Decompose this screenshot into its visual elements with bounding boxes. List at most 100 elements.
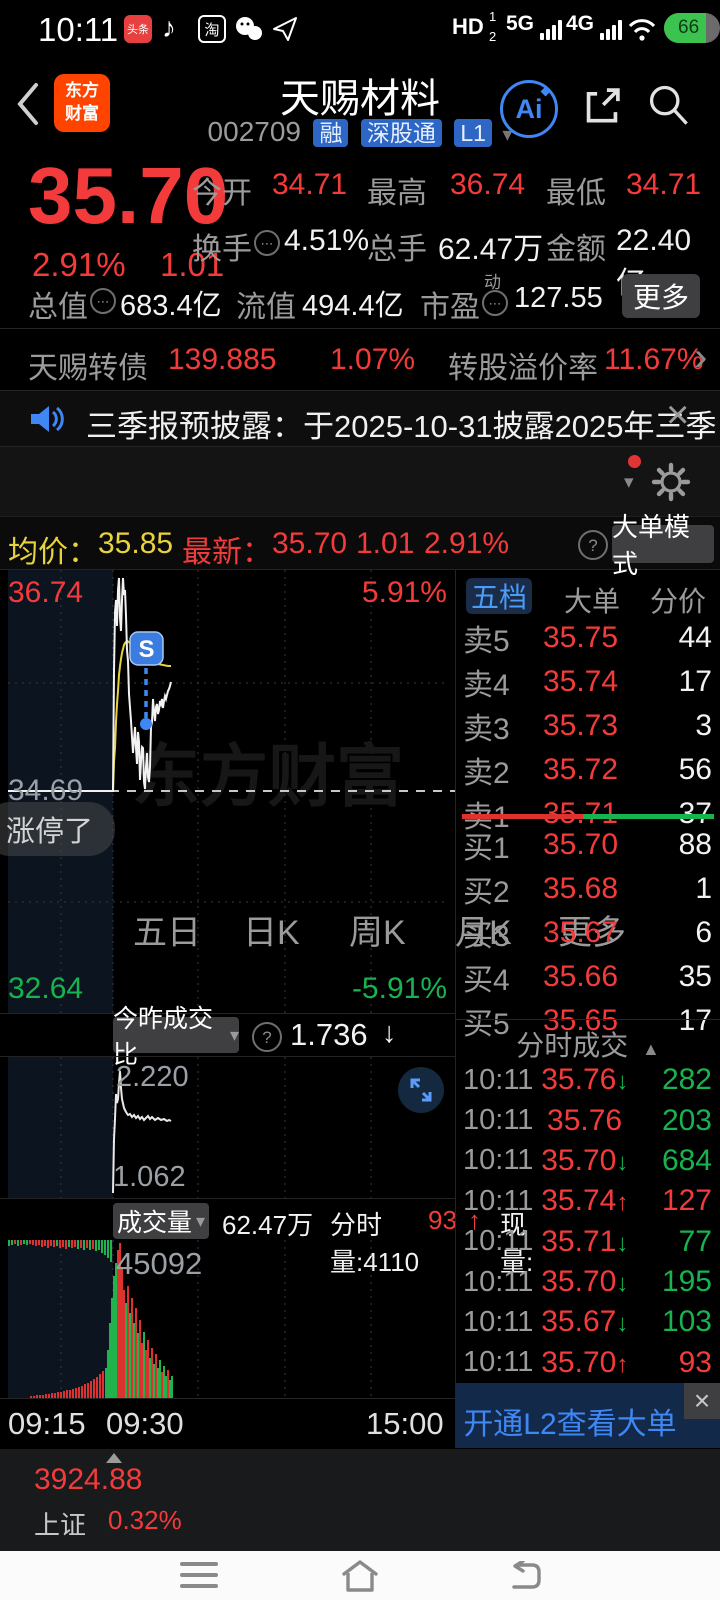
tab-big-orders[interactable]: 大单 (564, 586, 621, 617)
buy-row[interactable]: 买4 35.66 35 (463, 960, 712, 997)
battery-percent: 66 (678, 17, 700, 38)
amount-label: 金额 (546, 233, 606, 266)
search-icon[interactable] (646, 82, 690, 128)
tick-row: 10:11 35.71↓ 77 (463, 1224, 712, 1258)
buy-row[interactable]: 买5 35.65 17 (463, 1004, 712, 1041)
pe-value: 127.55 (514, 282, 603, 314)
mktcap-info-icon[interactable]: ⋯ (90, 288, 116, 314)
volume-bars (30, 1243, 173, 1398)
more-button[interactable]: 更多 (622, 274, 700, 318)
time-axis: 09:15 09:30 15:00 (0, 1398, 455, 1448)
margin-badge: 融 (313, 119, 349, 147)
stock-title: 天赐材料 (280, 77, 440, 121)
orderbook-tabs: 五档 大单 分价 (456, 578, 720, 617)
high-value: 36.74 (450, 168, 526, 201)
volume-label: 总手 (367, 233, 427, 266)
subtitle-caret-icon[interactable]: ▾ (502, 124, 513, 146)
tab-more[interactable]: 更多 (558, 914, 626, 952)
auction-volume-bars (8, 1240, 112, 1262)
intraday-chart[interactable]: 东方财富 S 36.74 5.91% 34.69 32.64 -5.91% 涨停… (0, 570, 455, 1013)
latest-percent: 2.91% (424, 527, 510, 560)
ratio-dropdown-button[interactable]: 今昨成交比 ▾ (113, 1005, 239, 1069)
pe-info-icon[interactable]: ⋯ (482, 290, 508, 316)
turnover-info-icon[interactable]: ⋯ (254, 230, 280, 256)
volume-total: 62.47万 (222, 1210, 314, 1240)
tab-daily-k[interactable]: 日K (243, 914, 300, 952)
index-up-triangle-icon (106, 1453, 122, 1463)
expand-chart-button[interactable] (398, 1067, 444, 1113)
low-value: 34.71 (626, 168, 702, 201)
send-app-icon (273, 17, 297, 41)
ai-assistant-icon[interactable]: Ai (500, 80, 558, 138)
recents-icon[interactable] (180, 1562, 218, 1588)
sell-row[interactable]: 卖5 35.75 44 (463, 621, 712, 658)
volume-header: 成交量 ▾ 62.47万 分时量:4110 ↑ 现量: 93 (0, 1198, 533, 1277)
floatcap-value: 494.4亿 (302, 290, 404, 322)
home-icon[interactable] (340, 1559, 380, 1593)
share-icon[interactable] (580, 84, 624, 128)
volume-chart-canvas (8, 1240, 372, 1398)
tab-5day[interactable]: 五日 (133, 914, 201, 952)
intraday-chart-canvas: 东方财富 S (8, 570, 455, 1013)
volume-dropdown-button[interactable]: 成交量 ▾ (113, 1203, 209, 1239)
high-label: 最高 (367, 177, 427, 210)
avg-price-bar: 均价： 35.85 最新： 35.70 1.01 2.91% ? 大单模式 (0, 512, 720, 579)
header: 东方 财富 天赐材料 002709 融 深股通 L1 ▾ Ai (0, 58, 720, 154)
minute-volume-arrow-icon: ↑ (468, 1205, 481, 1235)
tick-list[interactable]: 10:11 35.76↓ 282 10:11 35.76 203 10:11 35.70↓… (456, 1060, 720, 1383)
tab-five-level[interactable]: 五档 (466, 578, 532, 614)
open-label: 今开 (192, 177, 252, 210)
ratio-help-icon[interactable]: ? (252, 1022, 282, 1052)
latest-change: 1.01 (356, 527, 415, 560)
pe-dynamic-sup: 动 (484, 273, 501, 292)
buy-row[interactable]: 买1 35.70 88 (463, 828, 712, 865)
time-tick-0930: 09:30 (106, 1406, 184, 1441)
minute-volume: 分时量:4110 (330, 1210, 420, 1277)
ratio-line (112, 1070, 172, 1194)
settings-gear-icon[interactable] (650, 461, 692, 503)
sell-marker-badge (129, 631, 164, 666)
news-close-icon[interactable]: × (666, 393, 690, 437)
tab-weekly-k[interactable]: 周K (349, 914, 406, 952)
big-order-mode-button[interactable]: 大单模式 (612, 512, 714, 579)
l1-badge: L1 (454, 119, 492, 147)
tick-row: 10:11 35.70↑ 93 (463, 1345, 712, 1379)
help-icon[interactable]: ? (578, 530, 608, 560)
now-volume-value: 93 (428, 1205, 457, 1235)
time-tick-1500: 15:00 (366, 1406, 444, 1441)
buy-row[interactable]: 买2 35.68 1 (463, 872, 712, 909)
stock-subtitle: 002709 融 深股通 L1 ▾ (100, 114, 620, 148)
bond-row[interactable]: 天赐转债 139.885 1.07% 转股溢价率 11.67% › (0, 329, 720, 391)
ratio-chart[interactable]: 2.220 1.062 (0, 1056, 455, 1199)
panel-divider (455, 570, 456, 1448)
sell-row[interactable]: 卖4 35.74 17 (463, 665, 712, 702)
buy-row[interactable]: 买3 35.67 6 (463, 916, 712, 953)
low-label: 最低 (546, 177, 606, 210)
volume-chart[interactable]: 45092 (0, 1240, 455, 1398)
sell-row[interactable]: 卖3 35.73 3 (463, 709, 712, 746)
back-icon[interactable] (16, 82, 40, 126)
volume-dropdown-caret-icon: ▾ (195, 1210, 206, 1231)
signal-bars-1-icon (540, 20, 562, 40)
l2-close-icon[interactable]: × (684, 1383, 720, 1419)
tick-row: 10:11 35.76 203 (463, 1103, 712, 1137)
buy-queue: 买1 35.70 88 买2 35.68 1 买3 35.67 6 买4 35.66 35 买5… (456, 823, 720, 1041)
l2-upgrade-link[interactable]: 开通L2查看大单 (463, 1408, 677, 1441)
wechat-app-icon (236, 17, 262, 40)
tab-monthly-k[interactable]: 月K (455, 914, 512, 952)
mktcap-value: 683.4亿 (120, 290, 222, 322)
tab-price-dist[interactable]: 分价 (650, 586, 707, 617)
volume-peak-label: 45092 (116, 1246, 203, 1281)
back-system-icon[interactable] (506, 1561, 542, 1591)
sell-row[interactable]: 卖135.7137 (456, 792, 720, 836)
l2-upgrade-bar[interactable]: 开通L2查看大单 × (456, 1383, 720, 1448)
chart-tabs: 分时 五日 日K 周K 月K 更多 ▾ (0, 447, 720, 954)
news-bar[interactable]: 三季报预披露：于2025-10-31披露2025年三季报 × (0, 391, 720, 489)
change-percent: 2.91% (32, 246, 126, 283)
szconnect-badge: 深股通 (360, 119, 442, 147)
price-line (8, 577, 172, 792)
tick-list-header[interactable]: 分时成交 ▲ (516, 1030, 660, 1061)
sell-row[interactable]: 卖2 35.72 56 (463, 753, 712, 790)
